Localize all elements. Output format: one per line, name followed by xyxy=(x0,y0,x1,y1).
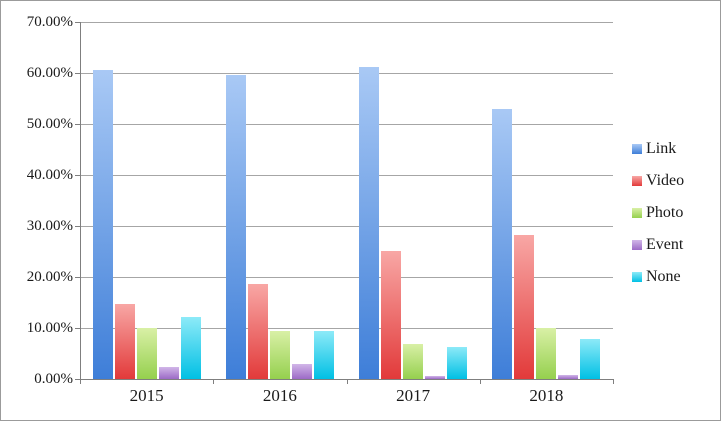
legend-swatch-icon xyxy=(632,144,642,154)
legend-label: Link xyxy=(646,140,677,157)
y-axis-tick xyxy=(75,73,80,74)
legend-item-link: Link xyxy=(632,139,684,159)
y-axis-tick xyxy=(75,379,80,380)
bar-photo xyxy=(269,330,290,379)
y-tick-label: 30.00% xyxy=(26,218,73,234)
y-tick-label: 40.00% xyxy=(26,167,73,183)
x-axis-tick xyxy=(346,379,348,384)
y-axis-tick xyxy=(75,124,80,125)
bar-group-2018 xyxy=(480,22,613,379)
bar-none xyxy=(313,330,334,379)
legend: Link Video Photo Event None xyxy=(632,139,684,299)
x-axis-tick xyxy=(613,379,614,384)
legend-label: Event xyxy=(646,236,684,253)
y-tick-label: 60.00% xyxy=(26,65,73,81)
y-tick-label: 20.00% xyxy=(26,269,73,285)
y-tick-label: 0.00% xyxy=(34,371,73,387)
bar-link xyxy=(92,69,113,379)
bar-none xyxy=(580,339,601,379)
y-axis-tick xyxy=(75,328,80,329)
bar-link xyxy=(492,109,513,379)
y-axis-tick xyxy=(75,22,80,23)
legend-swatch-icon xyxy=(632,240,642,250)
legend-swatch-icon xyxy=(632,208,642,218)
legend-item-video: Video xyxy=(632,171,684,191)
bar-event xyxy=(158,366,179,379)
x-axis-tick xyxy=(213,379,215,384)
bar-event xyxy=(425,375,446,379)
y-axis-tick xyxy=(75,175,80,176)
x-axis-tick xyxy=(80,379,81,384)
bar-group-2016 xyxy=(213,22,346,379)
bar-video xyxy=(114,303,135,379)
bar-none xyxy=(447,346,468,379)
bar-photo xyxy=(536,328,557,379)
gridline xyxy=(80,226,613,227)
gridline xyxy=(80,277,613,278)
legend-item-event: Event xyxy=(632,235,684,255)
bar-group-2017 xyxy=(347,22,480,379)
legend-item-photo: Photo xyxy=(632,203,684,223)
gridline xyxy=(80,73,613,74)
y-axis-line xyxy=(80,22,81,379)
bar-none xyxy=(180,316,201,379)
bar-link xyxy=(225,74,246,379)
x-category-label: 2016 xyxy=(262,386,297,405)
x-category-label: 2017 xyxy=(396,386,431,405)
bar-group-2015 xyxy=(80,22,213,379)
y-tick-label: 50.00% xyxy=(26,116,73,132)
gridline xyxy=(80,124,613,125)
bar-event xyxy=(558,374,579,379)
y-axis-tick xyxy=(75,277,80,278)
y-tick-label: 70.00% xyxy=(26,14,73,30)
legend-item-none: None xyxy=(632,267,684,287)
legend-swatch-icon xyxy=(632,176,642,186)
bar-photo xyxy=(403,343,424,379)
x-axis-tick xyxy=(479,379,481,384)
bar-link xyxy=(359,66,380,379)
gridline xyxy=(80,328,613,329)
x-category-label: 2018 xyxy=(529,386,564,405)
y-axis-tick xyxy=(75,226,80,227)
gridline xyxy=(80,22,613,23)
bar-video xyxy=(514,235,535,379)
legend-label: Photo xyxy=(646,204,684,221)
bar-video xyxy=(247,283,268,379)
y-tick-label: 10.00% xyxy=(26,320,73,336)
legend-label: None xyxy=(646,268,681,285)
plot-area xyxy=(75,22,614,384)
legend-swatch-icon xyxy=(632,272,642,282)
gridline xyxy=(80,175,613,176)
x-category-label: 2015 xyxy=(129,386,164,405)
bar-video xyxy=(381,251,402,379)
bar-event xyxy=(291,364,312,379)
legend-label: Video xyxy=(646,172,685,189)
bar-photo xyxy=(136,327,157,379)
